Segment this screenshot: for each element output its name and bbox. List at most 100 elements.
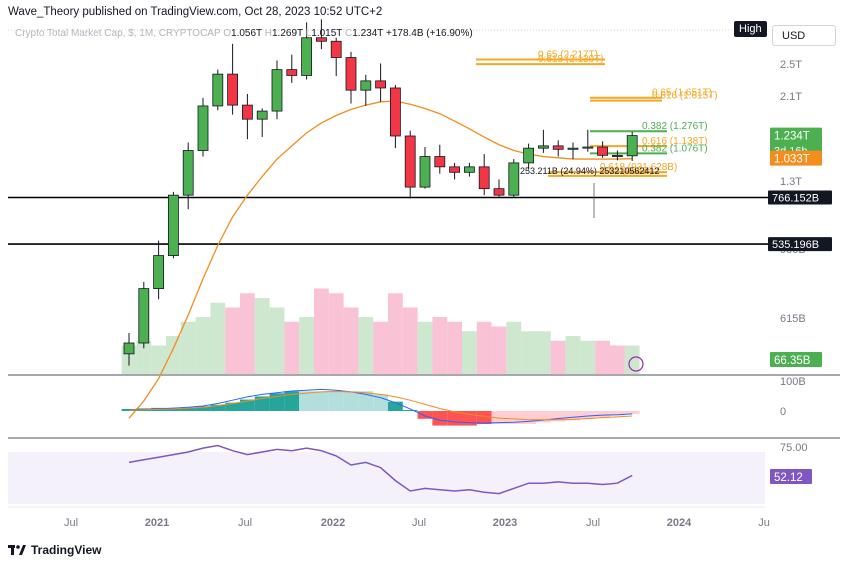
- rsi-line: [128, 444, 633, 495]
- currency-button[interactable]: USD: [772, 25, 836, 46]
- volume-bar: [314, 288, 329, 374]
- volume-bar: [299, 317, 314, 374]
- macd-histogram-bar: [284, 391, 300, 411]
- volume-bar: [565, 336, 581, 374]
- rsi-pane: [8, 444, 765, 504]
- measure-label: 253.211B (24.94%) 2532105624‌12: [520, 166, 659, 176]
- macd-histogram-bar: [195, 406, 211, 411]
- volume-value-label: 66.35B: [774, 355, 811, 367]
- macd-histogram-bar: [417, 411, 433, 419]
- candle-body: [212, 73, 224, 107]
- x-axis-tick-label: Jul: [64, 517, 78, 529]
- macd-signal-line: [128, 390, 633, 421]
- y-axis-tick-label: 100B: [780, 376, 806, 388]
- high-value: 1.269T: [271, 28, 303, 39]
- candle-body: [301, 37, 313, 76]
- volume-bar: [388, 293, 403, 374]
- macd-histogram-bar: [166, 407, 181, 411]
- macd-histogram-bar: [240, 399, 255, 411]
- rsi-value-label: 52.12: [774, 472, 803, 484]
- fib-level-label: 0.382 (1.276T): [642, 121, 708, 132]
- candle-body: [286, 69, 298, 76]
- candle-body: [478, 166, 490, 190]
- support-line-badge: [768, 237, 832, 252]
- support-line-badge-label: 535.196B: [772, 239, 819, 251]
- ema-line-path: [128, 100, 633, 419]
- volume-bar: [358, 317, 374, 374]
- grid: [8, 29, 840, 508]
- close-value: 1.234T: [352, 28, 384, 39]
- macd-histogram-bar: [225, 402, 240, 411]
- symbol-legend: Crypto Total Market Cap, $, 1M, CRYPTOCA…: [15, 28, 473, 39]
- volume-bar: [610, 345, 625, 374]
- symbol-name: Crypto Total Market Cap, $, 1M, CRYPTOCA…: [15, 28, 221, 39]
- fib-level-label: 0.65 (2.217T): [538, 49, 598, 60]
- volume-bar: [491, 326, 507, 374]
- fib-level-label: 0.382 (1.076T): [642, 143, 708, 154]
- candle-body: [360, 80, 372, 91]
- volume-bar: [476, 321, 492, 374]
- candle-body: [626, 135, 638, 157]
- volume-bar: [151, 345, 166, 374]
- macd-histogram-bar: [550, 411, 566, 422]
- candle-body: [271, 69, 283, 112]
- support-line-badge-label: 766.152B: [772, 192, 819, 204]
- candle-body: [153, 255, 165, 290]
- candle-body: [552, 145, 564, 150]
- volume-bar: [536, 331, 551, 374]
- candle-body: [567, 147, 579, 150]
- x-axis-tick-label: Jul: [238, 517, 252, 529]
- macd-histogram-bar: [328, 391, 344, 411]
- macd-histogram-bar: [610, 411, 625, 416]
- macd-histogram-bar: [536, 411, 551, 423]
- close-label: C: [345, 28, 353, 39]
- fib-level-label: 0.65 (905B): [600, 166, 652, 177]
- open-label: O: [223, 28, 232, 39]
- volume-bar: [417, 321, 433, 374]
- candle-body: [508, 162, 520, 196]
- candle-body: [582, 146, 594, 149]
- footer-brand-label: TradingView: [31, 543, 102, 557]
- x-axis-tick-label: Jul: [586, 517, 600, 529]
- x-axis-tick-label: 2021: [145, 517, 169, 529]
- macd-histogram-bar: [210, 404, 226, 411]
- fib-level-label: 0.618 (931.628B): [600, 162, 677, 173]
- change-value: +178.4B (+16.90%): [385, 28, 473, 39]
- macd-histogram-bar: [565, 411, 581, 421]
- macd-histogram-bar: [254, 396, 270, 411]
- volume-bar: [240, 293, 255, 374]
- x-axis-tick-label: 2022: [321, 517, 345, 529]
- macd-histogram-bar: [388, 401, 403, 411]
- macd-histogram-bar: [491, 411, 507, 424]
- volume-bar: [402, 307, 418, 374]
- macd-histogram-bar: [476, 411, 492, 424]
- y-axis-tick-label: 0: [780, 406, 786, 418]
- volume-bar: [269, 307, 285, 374]
- candle-body: [404, 135, 416, 188]
- macd-histogram-bar: [506, 411, 522, 424]
- candle-body: [463, 166, 475, 173]
- volume-bar: [328, 293, 344, 374]
- high-label: H: [264, 28, 272, 39]
- candle-body: [612, 154, 623, 157]
- volume-bar: [550, 340, 566, 374]
- candle-body: [434, 156, 446, 168]
- fib-level-label: 0.616 (1.615T): [652, 91, 718, 102]
- last-price-label: 1.234T: [774, 131, 810, 143]
- x-axis-tick-label: Ju: [758, 517, 770, 529]
- candle-body: [256, 110, 268, 120]
- lightning-icon: [628, 356, 644, 372]
- candle-body: [375, 80, 387, 89]
- volume-bar: [595, 340, 610, 374]
- y-axis-tick-label: 2.5T: [780, 59, 802, 71]
- volume-bar: [180, 321, 196, 374]
- fib-levels: 0.618 (2.139T)0.65 (2.217T)0.616 (1.615T…: [476, 49, 718, 218]
- tradingview-logo-icon: [8, 545, 26, 555]
- volume-bar: [284, 321, 300, 374]
- candle-body: [197, 105, 209, 151]
- candle-body: [182, 150, 194, 196]
- macd-histogram-bar: [595, 411, 610, 418]
- volume-bar: [462, 331, 477, 374]
